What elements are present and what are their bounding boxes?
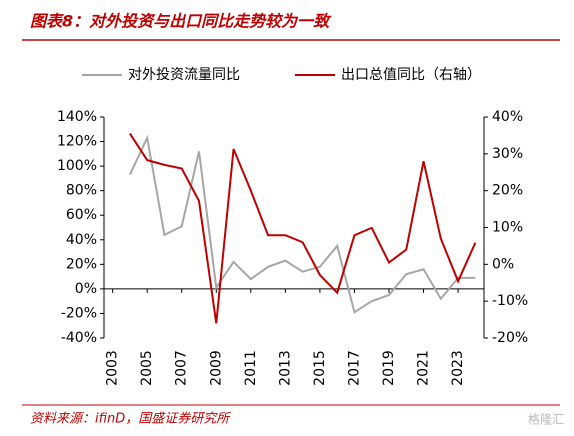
y-tick-label: 80%: [66, 183, 97, 199]
y-tick-label: 20%: [66, 256, 97, 272]
x-tick-label: 2011: [243, 350, 259, 386]
x-tick-label: 2005: [139, 350, 155, 386]
legend-label: 出口总值同比（右轴）: [341, 67, 481, 83]
y2-tick-label: 40%: [492, 109, 523, 125]
x-tick-label: 2013: [277, 350, 293, 386]
y2-tick-label: -10%: [492, 293, 528, 309]
source: 资料来源：ifinD，国盛证券研究所: [30, 411, 231, 427]
y2-tick-label: 30%: [492, 146, 523, 162]
x-tick-label: 2007: [174, 350, 190, 386]
chart-title: 图表8：对外投资与出口同比走势较为一致: [30, 12, 332, 31]
watermark: 格隆汇: [528, 412, 564, 427]
y-tick-label: 120%: [57, 134, 97, 150]
y-tick-label: 140%: [57, 109, 97, 125]
x-tick-label: 2017: [346, 350, 362, 386]
x-tick-label: 2021: [416, 350, 432, 386]
x-tick-label: 2009: [208, 350, 224, 386]
y-tick-label: 100%: [57, 158, 97, 174]
y-tick-label: -40%: [61, 330, 97, 346]
y2-tick-label: 0%: [492, 256, 514, 272]
y-tick-label: -20%: [61, 305, 97, 321]
legend-label: 对外投资流量同比: [128, 67, 240, 83]
series-line: [129, 133, 477, 324]
y-tick-label: 60%: [66, 207, 97, 223]
y2-tick-label: 20%: [492, 183, 523, 199]
y-tick-label: 0%: [75, 281, 97, 297]
x-tick-label: 2003: [105, 350, 121, 386]
x-tick-label: 2019: [381, 350, 397, 386]
y-tick-label: 40%: [66, 232, 97, 248]
y2-tick-label: -20%: [492, 330, 528, 346]
x-tick-label: 2023: [450, 350, 466, 386]
x-tick-label: 2015: [312, 350, 328, 386]
series-line: [129, 134, 476, 314]
y2-tick-label: 10%: [492, 220, 523, 236]
